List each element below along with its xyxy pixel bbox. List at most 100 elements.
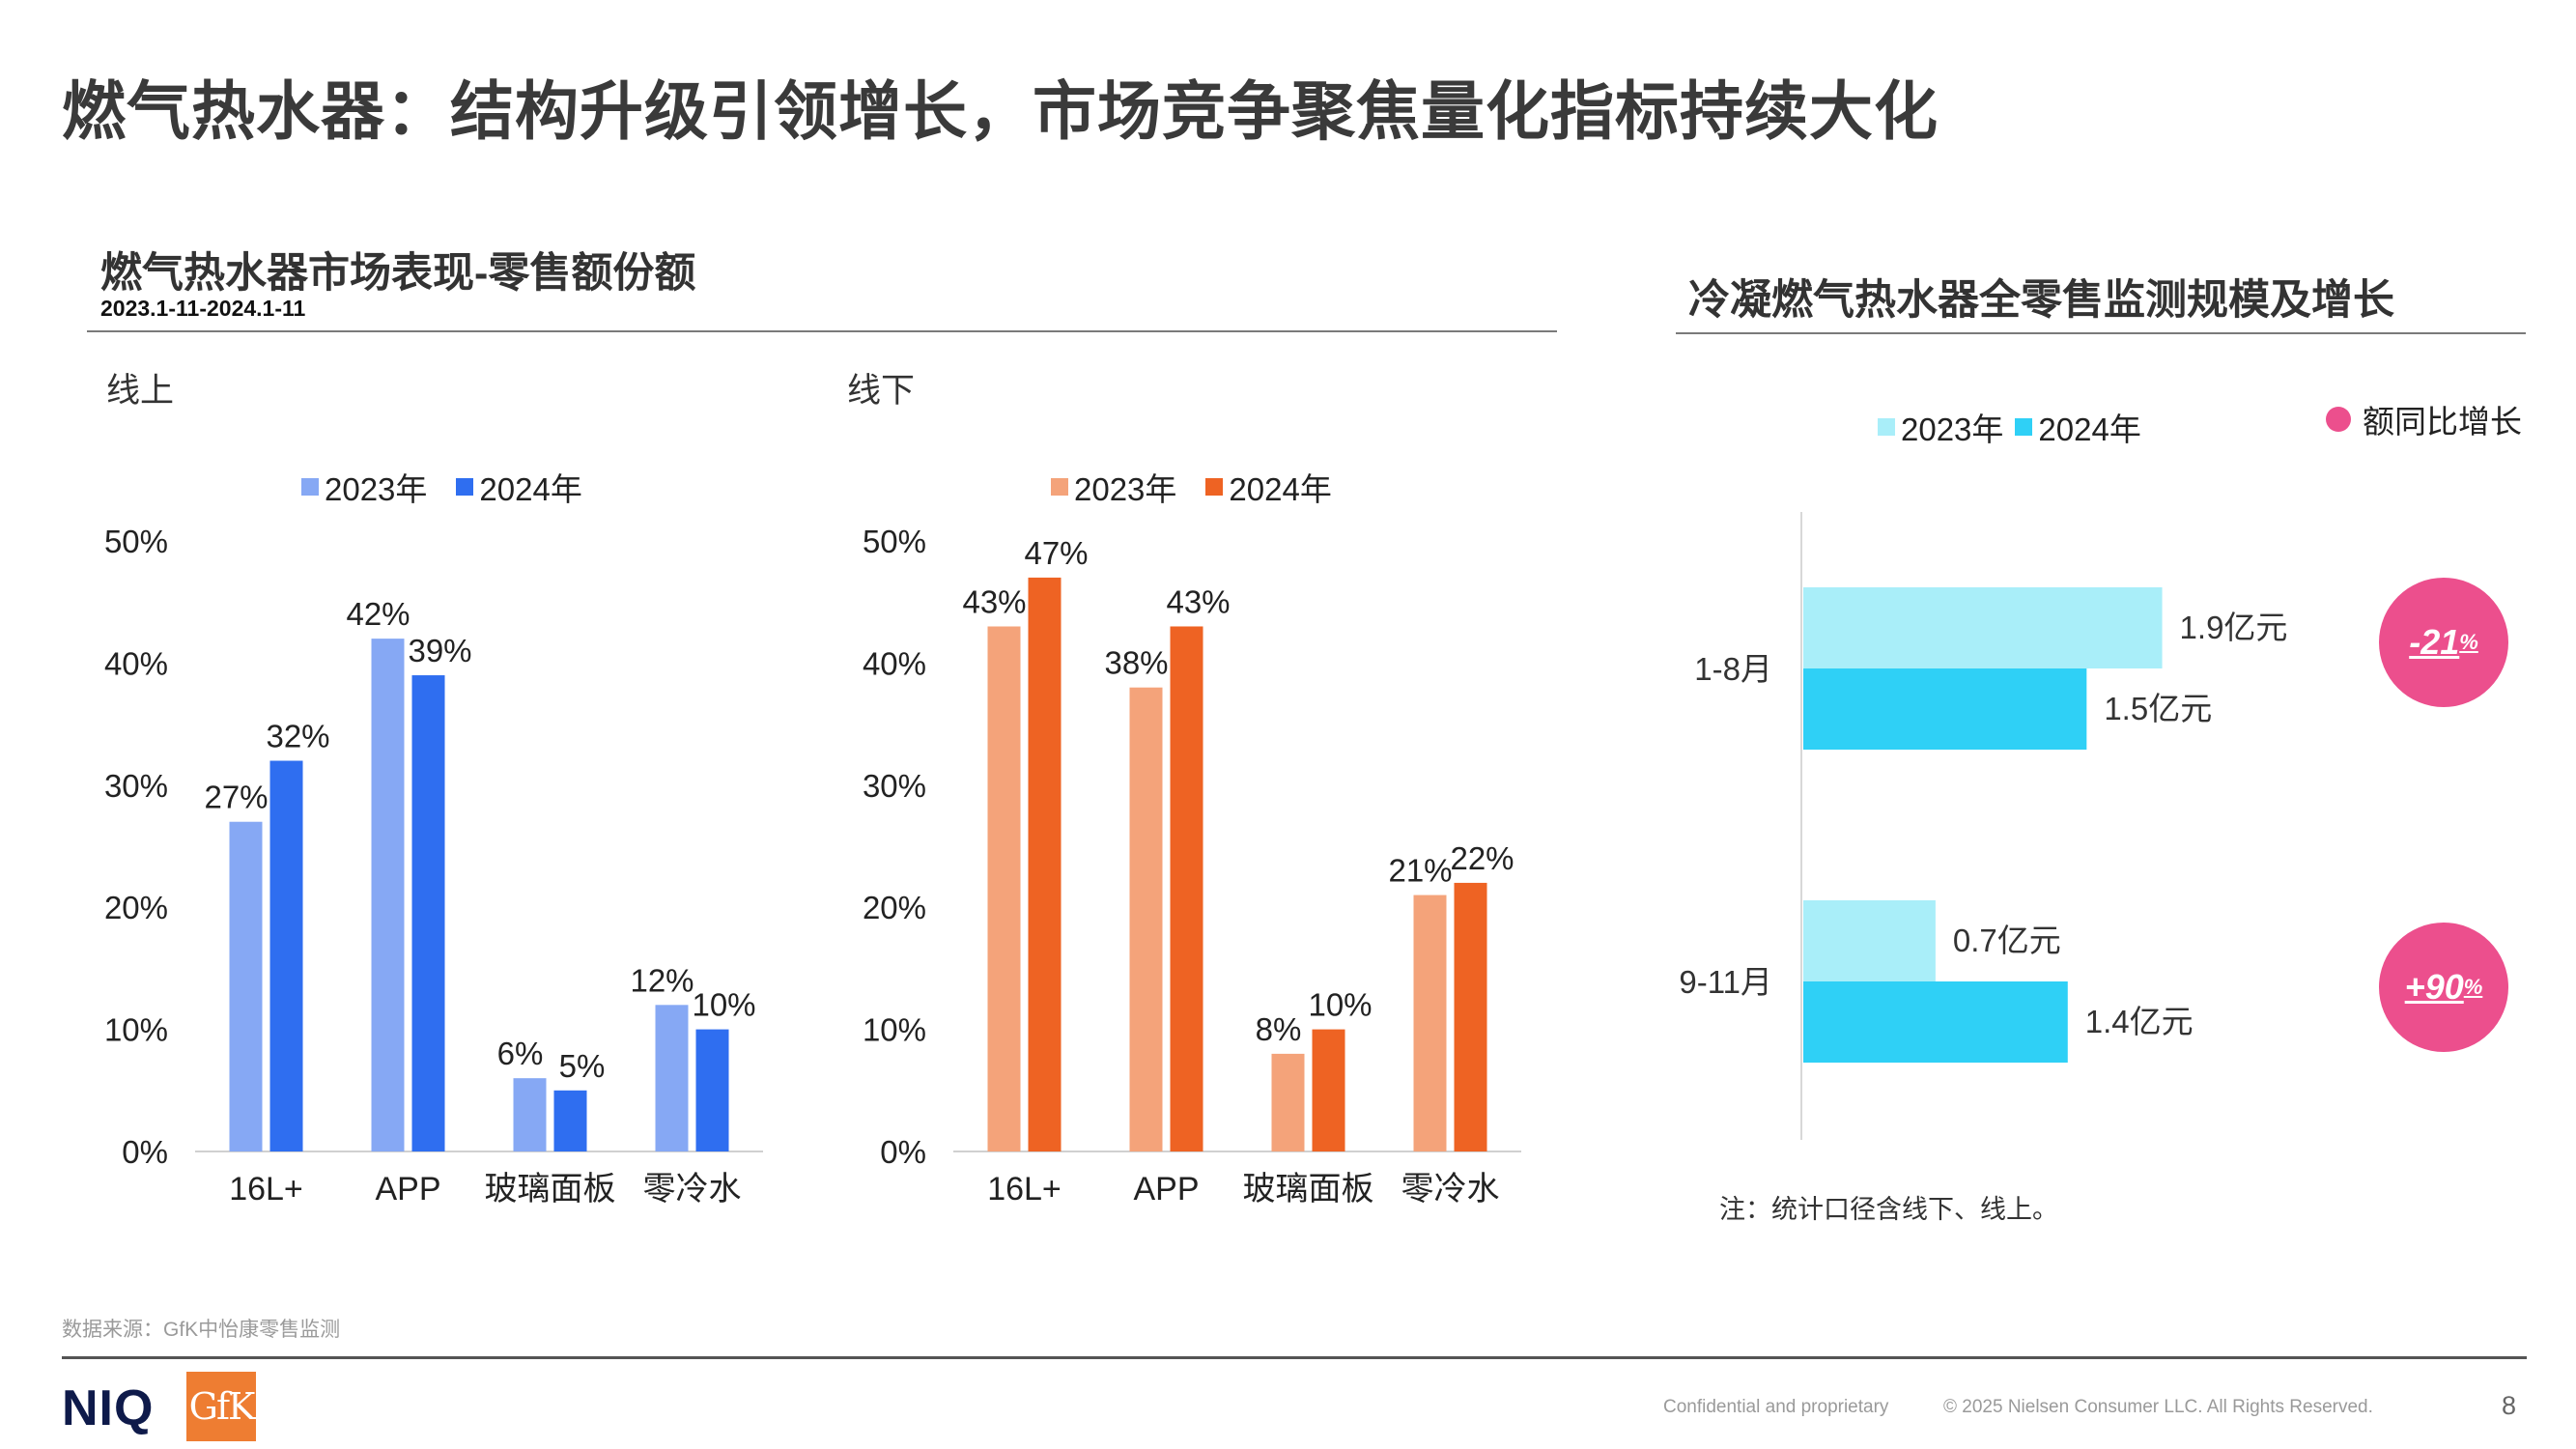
y-tick-label: 1-8月 bbox=[1694, 651, 1772, 687]
legend-label: 2023年 bbox=[325, 471, 428, 507]
growth-value: -21 bbox=[2409, 622, 2460, 662]
legend-item-2023: 2023年 bbox=[301, 464, 427, 510]
bar-2024年 bbox=[1170, 626, 1203, 1151]
legend-swatch bbox=[2015, 418, 2033, 436]
legend-label: 2023年 bbox=[1901, 412, 2004, 447]
offline-legend: 2023年 2024年 bbox=[1051, 464, 1361, 510]
growth-legend-dot bbox=[2326, 407, 2351, 432]
offline-share-chart: 0%10%20%30%40%50%43%47%16L+38%43%APP8%10… bbox=[863, 524, 1521, 1208]
left-section-divider bbox=[87, 330, 1557, 332]
bar-2023年 bbox=[1803, 900, 1936, 981]
bar-2024年 bbox=[695, 1029, 729, 1151]
left-section-title: 燃气热水器市场表现-零售额份额 bbox=[100, 250, 696, 297]
bar-2023年 bbox=[371, 639, 405, 1151]
x-tick-label: APP bbox=[1133, 1171, 1199, 1208]
page-number: 8 bbox=[2502, 1391, 2517, 1420]
gfk-logo: GfK bbox=[186, 1372, 256, 1441]
data-label: 12% bbox=[630, 962, 694, 998]
x-tick-label: 16L+ bbox=[987, 1171, 1062, 1208]
bar-2024年 bbox=[1803, 981, 2068, 1063]
online-legend: 2023年 2024年 bbox=[301, 464, 611, 510]
y-tick-label: 9-11月 bbox=[1679, 964, 1772, 1000]
data-label: 39% bbox=[408, 633, 471, 668]
data-label: 43% bbox=[962, 583, 1026, 619]
data-label: 21% bbox=[1388, 853, 1452, 889]
y-tick-label: 20% bbox=[104, 890, 168, 925]
bar-2023年 bbox=[1413, 895, 1447, 1151]
bar-2024年 bbox=[269, 760, 303, 1151]
x-tick-label: 零冷水 bbox=[643, 1171, 742, 1208]
niq-logo: NIQ bbox=[62, 1380, 155, 1436]
right-section-title: 冷凝燃气热水器全零售监测规模及增长 bbox=[1688, 277, 2394, 324]
data-label: 1.5亿元 bbox=[2104, 691, 2212, 726]
legend-item-2023: 2023年 bbox=[1878, 404, 2003, 450]
y-tick-label: 10% bbox=[104, 1012, 168, 1048]
condensing-legend: 2023年 2024年 bbox=[1878, 404, 2170, 450]
condensing-scale-chart: 1.9亿元 1.5亿元 1-8月 0.7亿元 1.4亿元 9-11月 bbox=[1679, 512, 2288, 1140]
data-label: 43% bbox=[1166, 583, 1230, 619]
bar-2024年 bbox=[411, 675, 445, 1151]
online-share-chart: 0% 10% 20% 30% 40% 50% 27% 32% 16L+ 42%39% APP 6% 5%… bbox=[104, 524, 763, 1208]
bar-2023年 bbox=[1129, 687, 1163, 1151]
legend-swatch bbox=[1205, 478, 1224, 496]
x-tick-label: 零冷水 bbox=[1401, 1171, 1500, 1208]
bar-2023年 bbox=[655, 1005, 689, 1151]
data-source: 数据来源：GfK中怡康零售监测 bbox=[62, 1319, 341, 1341]
bar-2024年 bbox=[1454, 882, 1487, 1151]
data-label: 27% bbox=[204, 780, 268, 815]
growth-legend-label: 额同比增长 bbox=[2363, 404, 2522, 440]
y-tick-label: 30% bbox=[104, 768, 168, 804]
data-label: 0.7亿元 bbox=[1953, 923, 2061, 958]
bar-2023年 bbox=[987, 626, 1021, 1151]
online-panel-label: 线上 bbox=[106, 372, 175, 410]
y-tick-label: 40% bbox=[863, 645, 926, 681]
growth-unit: % bbox=[2463, 975, 2483, 999]
growth-unit: % bbox=[2459, 630, 2478, 654]
growth-badge-9-11: +90% bbox=[2379, 923, 2508, 1052]
legend-swatch bbox=[1051, 478, 1068, 496]
growth-value: +90 bbox=[2404, 967, 2464, 1007]
bar-2023年 bbox=[229, 821, 263, 1151]
footer-copyright: © 2025 Nielsen Consumer LLC. All Rights … bbox=[1943, 1397, 2373, 1417]
legend-item-2024: 2024年 bbox=[1205, 464, 1332, 510]
legend-swatch bbox=[1878, 418, 1895, 436]
right-section-divider bbox=[1676, 332, 2526, 334]
y-tick-label: 50% bbox=[863, 524, 926, 559]
offline-panel-label: 线下 bbox=[847, 372, 916, 410]
growth-badge-1-8: -21% bbox=[2379, 578, 2508, 707]
x-tick-label: APP bbox=[375, 1171, 440, 1208]
legend-item-2024: 2024年 bbox=[456, 464, 582, 510]
y-tick-label: 20% bbox=[863, 890, 926, 925]
footer-confidential: Confidential and proprietary bbox=[1663, 1397, 1889, 1417]
data-label: 47% bbox=[1024, 535, 1088, 571]
legend-swatch bbox=[301, 478, 319, 496]
data-label: 10% bbox=[692, 987, 755, 1023]
bar-2024年 bbox=[1028, 577, 1062, 1151]
legend-label: 2024年 bbox=[1229, 471, 1332, 507]
y-tick-label: 40% bbox=[104, 645, 168, 681]
bar-2024年 bbox=[1803, 668, 2087, 750]
bar-2024年 bbox=[553, 1090, 587, 1151]
x-tick-label: 玻璃面板 bbox=[485, 1171, 616, 1208]
y-tick-label: 30% bbox=[863, 768, 926, 804]
legend-label: 2024年 bbox=[479, 471, 582, 507]
footer-divider bbox=[62, 1356, 2527, 1359]
legend-item-2024: 2024年 bbox=[2015, 404, 2141, 450]
left-section-subtitle: 2023.1-11-2024.1-11 bbox=[100, 296, 306, 321]
data-label: 8% bbox=[1256, 1011, 1302, 1047]
bar-2023年 bbox=[513, 1078, 547, 1151]
bar-2023年 bbox=[1803, 587, 2163, 668]
data-label: 1.9亿元 bbox=[2180, 610, 2288, 645]
bar-2023年 bbox=[1271, 1053, 1305, 1151]
data-label: 38% bbox=[1104, 645, 1168, 681]
bar-2024年 bbox=[1312, 1029, 1345, 1151]
data-label: 32% bbox=[266, 719, 329, 754]
x-tick-label: 16L+ bbox=[229, 1171, 303, 1208]
y-tick-label: 50% bbox=[104, 524, 168, 559]
y-tick-label: 0% bbox=[122, 1134, 168, 1170]
chart-note: 注：统计口径含线下、线上。 bbox=[1719, 1195, 2058, 1224]
legend-swatch bbox=[456, 478, 474, 496]
data-label: 1.4亿元 bbox=[2085, 1004, 2194, 1039]
data-label: 42% bbox=[346, 596, 410, 632]
data-label: 6% bbox=[497, 1036, 544, 1071]
